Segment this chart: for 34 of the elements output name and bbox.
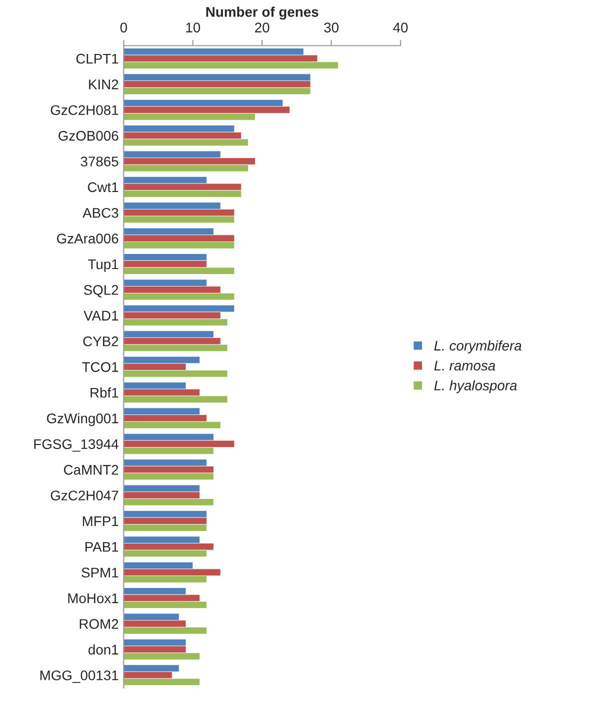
legend-label: L. ramosa <box>434 360 496 371</box>
y-tick-label: SPM1 <box>82 568 118 578</box>
y-tick-label: FGSG_13944 <box>34 439 118 452</box>
legend-label: L. hyalospora <box>434 380 517 394</box>
y-tick-label: MGG_00131 <box>40 670 118 683</box>
x-tick-label: 20 <box>255 22 270 32</box>
y-tick-label: MoHox1 <box>68 594 118 604</box>
x-tick-label: 0 <box>120 22 128 32</box>
y-tick-label: 37865 <box>80 156 118 166</box>
y-tick-label: SQL2 <box>84 285 118 298</box>
y-tick-label: VAD1 <box>84 310 118 320</box>
y-tick-label: Tup1 <box>88 260 118 272</box>
y-tick-label: GzC2H047 <box>50 490 118 500</box>
x-tick-label: 40 <box>393 22 408 32</box>
y-tick-label: GzWing001 <box>46 413 118 426</box>
legend-label: L. corymbifera <box>434 340 522 354</box>
y-tick-label: CYB2 <box>83 336 118 346</box>
y-tick-label: GzAra006 <box>56 234 118 244</box>
x-tick-label: 10 <box>186 22 200 32</box>
y-tick-label: ABC3 <box>82 208 118 218</box>
y-tick-label: MFP1 <box>82 516 118 526</box>
y-tick-label: PAB1 <box>85 542 118 552</box>
y-tick-label: GzC2H081 <box>50 105 118 116</box>
y-tick-label: Cwt1 <box>88 182 118 192</box>
y-tick-label: KIN2 <box>89 80 118 90</box>
y-tick-label: ROM2 <box>80 619 118 629</box>
y-tick-label: CLPT1 <box>76 54 118 64</box>
x-tick-label: 30 <box>324 22 338 32</box>
y-tick-label: Rbf1 <box>90 387 118 398</box>
y-tick-label: GzOB006 <box>58 130 118 141</box>
y-tick-label: TCO1 <box>82 362 118 372</box>
y-tick-label: don1 <box>88 644 118 655</box>
y-tick-label: CaMNT2 <box>64 464 118 475</box>
x-axis-title: Number of genes <box>206 6 318 20</box>
